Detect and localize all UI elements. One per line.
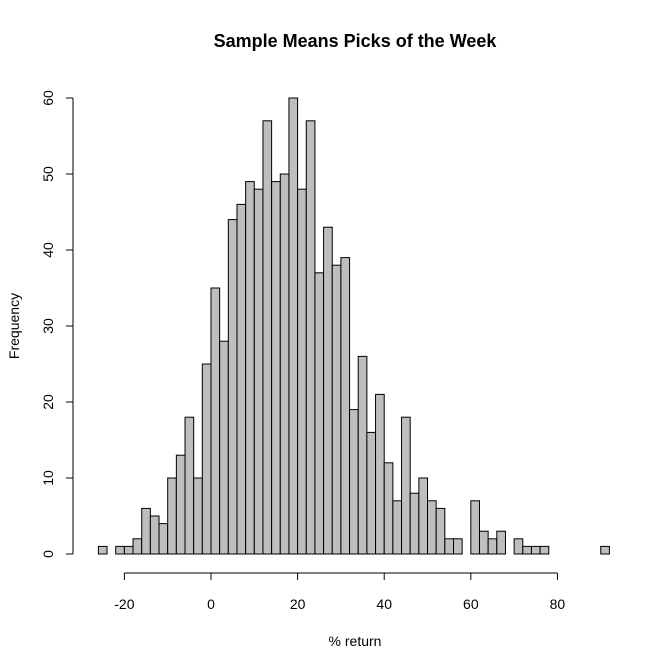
y-tick-label: 30 [40,318,56,334]
y-tick-label: 20 [40,394,56,410]
bar [392,500,403,555]
bar [193,477,203,555]
bar [210,287,221,555]
y-tick-label: 10 [40,470,56,486]
x-tick-label: 80 [550,596,566,612]
bar [158,523,169,555]
y-tick-label: 40 [40,242,56,258]
bar [141,507,151,555]
bar [149,515,160,555]
y-tick-label: 0 [40,550,56,558]
bar [219,340,229,555]
bar [236,203,247,555]
bar [314,272,325,555]
x-tick-label: -20 [114,596,134,612]
bar [227,219,238,555]
bar [245,181,255,555]
bar [600,545,610,555]
bar [487,538,498,555]
bar [530,545,541,555]
x-tick-label: 60 [463,596,479,612]
x-tick-label: 40 [376,596,392,612]
bar [401,416,411,555]
bar [418,477,429,555]
bar [201,363,212,555]
bar [539,545,550,555]
bar [184,416,195,555]
x-tick-label: 20 [290,596,306,612]
bar [297,188,307,555]
bar [496,530,506,555]
bar [349,409,359,555]
bar [175,454,186,555]
bar [478,530,489,555]
bar [444,538,455,555]
x-axis-label: % return [329,633,382,649]
bar [409,492,420,555]
bar [132,538,143,555]
bar [323,226,333,555]
bar [262,120,273,555]
bar [453,538,463,555]
chart-title: Sample Means Picks of the Week [214,31,498,51]
bar [123,545,134,555]
bar [279,173,290,555]
bar [340,257,351,555]
y-tick-label: 60 [40,90,56,106]
x-tick-label: 0 [207,596,215,612]
bar [357,355,368,555]
bar [470,500,480,555]
bar [288,97,299,555]
bar [97,545,108,555]
bar [375,393,385,555]
bar [522,545,532,555]
bar [305,120,316,555]
bar [331,264,342,555]
bar [167,477,177,555]
bar [383,462,394,555]
bar [253,188,264,555]
bar [427,500,437,555]
bar [271,181,281,555]
y-tick-label: 50 [40,166,56,182]
bar [513,538,524,555]
bar [435,507,446,555]
bar [115,545,125,555]
y-axis-label: Frequency [6,293,22,359]
bar [366,431,377,555]
